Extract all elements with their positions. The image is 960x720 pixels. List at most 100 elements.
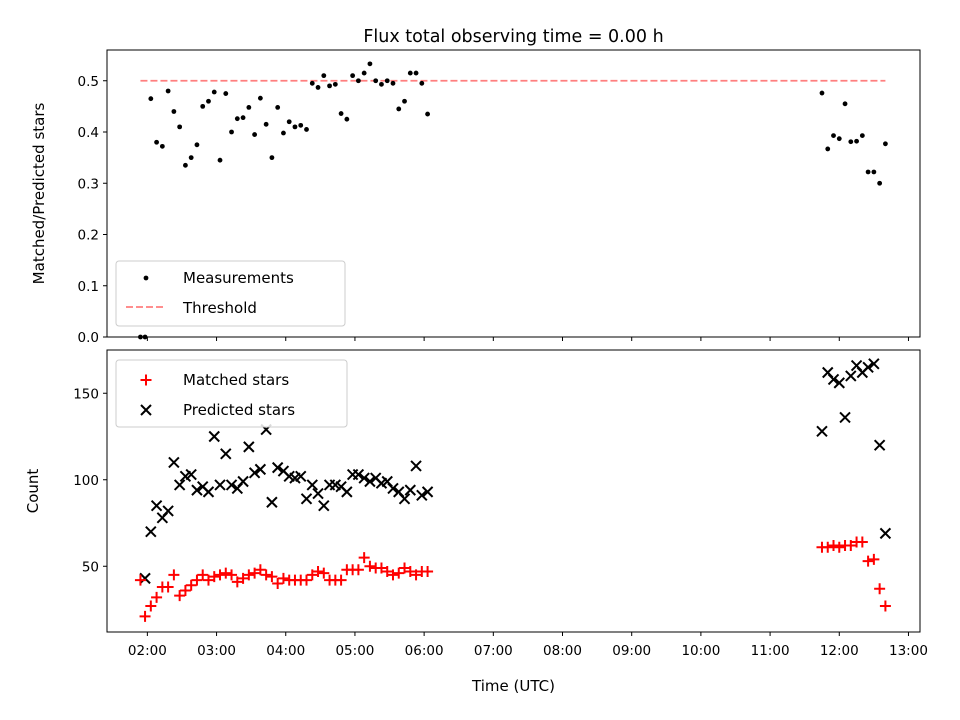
bottom-xlabel: Time (UTC): [471, 677, 555, 695]
measurement-point: [252, 132, 258, 137]
bottom-plot-counts: 50 100 150 02:00 03:00 04:00 05:00 06:00 07:00 08…: [24, 349, 928, 695]
legend-predicted-label: Predicted stars: [183, 401, 295, 419]
bottom-ytick-label: 100: [73, 473, 99, 489]
measurement-point: [327, 83, 332, 89]
bottom-xtick-label: 08:00: [543, 643, 582, 659]
bottom-xtick-label: 09:00: [612, 643, 651, 659]
top-ytick-label: 0.4: [78, 125, 99, 141]
bottom-xtick-label: 11:00: [751, 643, 790, 659]
measurement-point: [148, 96, 154, 102]
predicted-point: [421, 486, 434, 498]
matched-point: [162, 581, 174, 593]
predicted-point: [352, 468, 365, 481]
measurement-point: [206, 98, 211, 104]
measurement-point: [379, 81, 384, 87]
measurement-point: [859, 133, 865, 138]
measurement-point: [315, 85, 321, 90]
top-axes-frame: [106, 49, 921, 338]
measurement-point: [223, 91, 229, 96]
matched-point: [197, 569, 209, 581]
bottom-xtick-label: 07:00: [474, 643, 513, 659]
matched-point: [214, 569, 226, 581]
matched-point: [226, 569, 238, 581]
top-ytick-label: 0.5: [78, 74, 99, 90]
matched-point: [393, 567, 405, 579]
measurement-point: [355, 78, 361, 84]
matched-point: [151, 591, 163, 603]
measurement-point: [257, 95, 263, 101]
measurement-point: [877, 180, 883, 186]
matched-point: [318, 567, 330, 579]
matched-point: [202, 574, 214, 586]
legend-matched-marker: [140, 374, 152, 386]
predicted-point: [225, 479, 238, 491]
predicted-point: [306, 479, 318, 491]
matched-point: [249, 567, 261, 579]
top-plot-ratio: 0.0 0.1 0.2 0.3 0.4 0.5 Matched/Predicted star…: [30, 49, 921, 346]
matched-point: [145, 600, 157, 612]
predicted-point: [237, 475, 249, 488]
bottom-legend: Matched stars Predicted stars: [115, 359, 348, 428]
predicted-point: [833, 377, 845, 389]
measurement-point: [871, 169, 877, 175]
measurement-point: [402, 98, 407, 104]
predicted-point: [862, 361, 874, 374]
matched-point: [179, 584, 191, 596]
measurement-point: [367, 61, 373, 67]
matched-point: [277, 572, 289, 584]
predicted-point: [185, 468, 197, 481]
matched-point: [301, 574, 313, 586]
matched-point: [879, 600, 891, 612]
measurement-point: [865, 169, 871, 175]
matched-point: [306, 569, 318, 581]
matched-point: [868, 553, 880, 565]
predicted-point: [879, 527, 892, 540]
predicted-point: [208, 430, 220, 443]
bottom-ytick-label: 150: [73, 386, 99, 402]
matched-point: [862, 555, 874, 567]
measurement-point: [350, 73, 356, 79]
measurement-point: [286, 119, 292, 125]
matched-point: [375, 562, 387, 574]
predicted-point: [358, 472, 370, 484]
matched-point: [134, 574, 146, 586]
predicted-point: [243, 441, 255, 453]
measurement-point: [396, 106, 402, 112]
measurement-point: [332, 81, 338, 87]
predicted-point: [839, 411, 851, 424]
predicted-point: [300, 493, 313, 505]
measurement-point: [836, 136, 842, 142]
matched-point: [139, 610, 151, 622]
predicted-point: [387, 482, 399, 495]
measurement-point: [425, 111, 430, 117]
matched-point: [254, 564, 266, 576]
legend-predicted-marker: [140, 404, 152, 416]
predicted-point: [162, 505, 174, 517]
matched-point: [874, 583, 886, 595]
predicted-point: [168, 456, 180, 469]
bottom-axes-frame: [106, 349, 921, 633]
measurement-point: [269, 155, 275, 161]
predicted-point: [266, 496, 278, 508]
predicted-point: [150, 499, 163, 512]
measurement-point: [240, 115, 246, 121]
measurement-point: [338, 111, 344, 116]
predicted-point: [410, 460, 422, 472]
measurement-point: [211, 89, 217, 95]
measurement-point: [373, 78, 379, 84]
matched-point: [174, 590, 186, 602]
measurement-point: [842, 101, 848, 107]
top-ylabel: Matched/Predicted stars: [30, 103, 48, 285]
bottom-xtick-label: 10:00: [681, 643, 720, 659]
matched-point: [208, 571, 220, 583]
measurement-point: [419, 80, 425, 86]
matched-point: [387, 569, 399, 581]
matched-point: [822, 541, 834, 553]
matched-point: [237, 572, 249, 584]
matched-point: [381, 565, 393, 577]
bottom-ylabel: Count: [24, 469, 42, 514]
measurement-point: [831, 133, 836, 138]
top-legend: Measurements Threshold: [115, 260, 346, 327]
top-ytick-label: 0.1: [78, 279, 99, 295]
